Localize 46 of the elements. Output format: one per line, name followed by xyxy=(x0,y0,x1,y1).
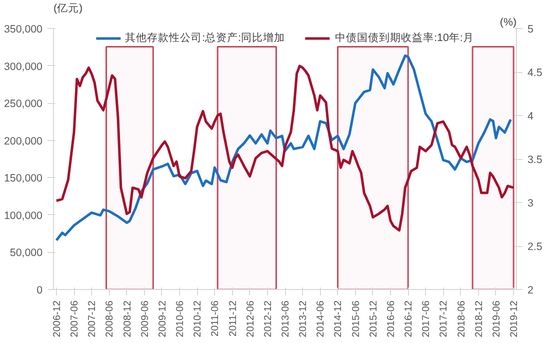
legend-label: 中债国债到期收益率:10年:月 xyxy=(335,31,474,45)
y-tick-label: 0 xyxy=(36,284,43,296)
y-tick-label: 50,000 xyxy=(10,247,43,260)
x-tick-label: 2006-12 xyxy=(52,300,63,338)
x-tick-label: 2012-12 xyxy=(262,300,274,338)
x-tick-label: 2019-12 xyxy=(509,300,520,338)
y2-tick-label: 2.5 xyxy=(528,241,542,253)
y-tick-label: 100,000 xyxy=(4,210,43,222)
x-tick-label: 2009-12 xyxy=(157,300,168,338)
x-tick-label: 2008-06 xyxy=(104,300,116,338)
x-tick-label: 2012-06 xyxy=(245,300,256,338)
x-tick-label: 2016-12 xyxy=(404,300,415,338)
x-tick-label: 2013-12 xyxy=(298,300,310,338)
y-tick-label: 150,000 xyxy=(4,172,43,185)
x-tick-label: 2011-06 xyxy=(210,300,222,336)
x-tick-label: 2010-06 xyxy=(175,300,186,338)
y2-tick-label: 5 xyxy=(528,24,534,36)
y2-axis-title: (%) xyxy=(500,16,517,28)
x-tick-label: 2008-12 xyxy=(122,300,134,338)
y2-tick-label: 3 xyxy=(528,198,534,210)
x-tick-label: 2013-06 xyxy=(280,300,292,338)
y2-tick-label: 3.5 xyxy=(528,154,542,166)
y-axis-title: (亿元) xyxy=(54,2,83,14)
x-tick-label: 2015-12 xyxy=(368,300,380,338)
x-tick-label: 2017-12 xyxy=(438,300,450,338)
x-tick-label: 2007-12 xyxy=(87,300,98,338)
y-tick-label: 200,000 xyxy=(4,135,43,148)
x-tick-label: 2019-06 xyxy=(491,300,502,338)
x-tick-label: 2010-12 xyxy=(192,300,204,338)
y2-tick-label: 2 xyxy=(528,284,534,296)
x-tick-label: 2017-06 xyxy=(421,300,432,338)
x-tick-label: 2011-12 xyxy=(228,300,239,336)
x-tick-label: 2007-06 xyxy=(70,300,81,338)
y-tick-label: 300,000 xyxy=(4,60,43,73)
y2-tick-label: 4 xyxy=(528,110,534,122)
x-tick-label: 2014-06 xyxy=(316,300,327,338)
x-tick-label: 2018-06 xyxy=(456,300,468,338)
x-tick-label: 2014-12 xyxy=(333,300,344,338)
y2-tick-label: 4.5 xyxy=(528,67,542,79)
y-tick-label: 350,000 xyxy=(4,24,43,36)
x-tick-label: 2009-06 xyxy=(140,300,151,338)
x-tick-label: 2015-06 xyxy=(350,300,362,338)
x-tick-label: 2018-12 xyxy=(474,300,485,338)
y-tick-label: 250,000 xyxy=(4,98,43,110)
legend-label: 其他存款性公司:总资产:同比增加 xyxy=(125,31,286,45)
x-tick-label: 2016-06 xyxy=(386,300,397,338)
